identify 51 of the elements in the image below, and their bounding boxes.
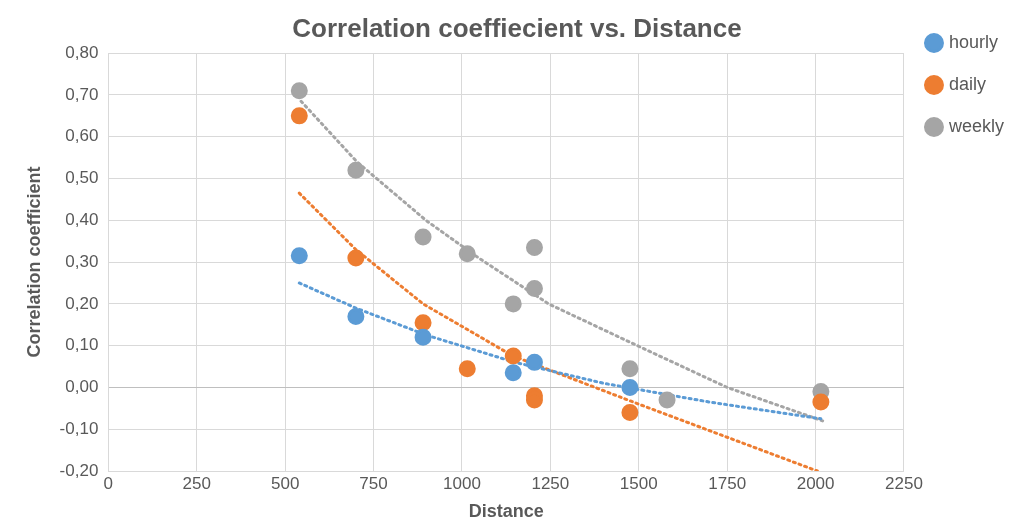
y-tick-label: 0,70 bbox=[65, 84, 99, 104]
point bbox=[658, 391, 676, 409]
x-tick-label: 2250 bbox=[885, 473, 923, 493]
point bbox=[621, 404, 639, 422]
x-tick-label: 1500 bbox=[619, 473, 658, 493]
point bbox=[525, 238, 543, 256]
point bbox=[504, 364, 522, 382]
legend-label: daily bbox=[948, 73, 987, 94]
y-tick-label: -0,10 bbox=[59, 418, 99, 438]
y-tick-label: -0,20 bbox=[59, 460, 99, 480]
chart-title: Correlation coeffiecient vs. Distance bbox=[292, 12, 742, 43]
point bbox=[414, 328, 432, 346]
point bbox=[621, 360, 639, 378]
y-axis-title: Correlation coefficient bbox=[23, 166, 44, 358]
point bbox=[347, 161, 365, 179]
point bbox=[414, 314, 432, 332]
x-tick-label: 2000 bbox=[796, 473, 835, 493]
x-axis-title: Distance bbox=[468, 501, 544, 522]
line-series bbox=[297, 281, 823, 421]
point bbox=[347, 307, 365, 325]
point bbox=[504, 295, 522, 313]
legend-label: hourly bbox=[948, 31, 999, 52]
x-tick-label: 500 bbox=[270, 473, 300, 493]
x-tick-label: 250 bbox=[182, 473, 211, 493]
point bbox=[290, 247, 308, 265]
y-tick-label: 0,60 bbox=[65, 126, 99, 146]
point bbox=[525, 279, 543, 297]
point bbox=[812, 393, 830, 411]
x-tick-label: 1250 bbox=[531, 473, 570, 493]
point bbox=[525, 353, 543, 371]
point bbox=[458, 360, 476, 378]
line-series bbox=[297, 191, 819, 471]
legend-label: weekly bbox=[947, 115, 1005, 136]
y-tick-label: 0,30 bbox=[65, 251, 99, 271]
x-tick-label: 1000 bbox=[443, 473, 481, 493]
y-tick-label: 0,10 bbox=[65, 335, 99, 355]
y-tick-label: 0,50 bbox=[65, 168, 99, 188]
point bbox=[414, 228, 432, 246]
point bbox=[290, 82, 308, 100]
point bbox=[347, 249, 365, 267]
point bbox=[290, 107, 308, 125]
point bbox=[621, 378, 639, 396]
y-tick-label: 0,00 bbox=[65, 377, 99, 397]
y-tick-label: 0,20 bbox=[65, 293, 99, 313]
y-tick-label: 0,40 bbox=[65, 210, 99, 230]
point bbox=[458, 245, 476, 263]
x-tick-label: 750 bbox=[359, 473, 388, 493]
point bbox=[504, 347, 522, 365]
x-tick-label: 0 bbox=[103, 473, 114, 493]
y-tick-label: 0,80 bbox=[65, 42, 99, 62]
x-tick-label: 1750 bbox=[708, 473, 747, 493]
